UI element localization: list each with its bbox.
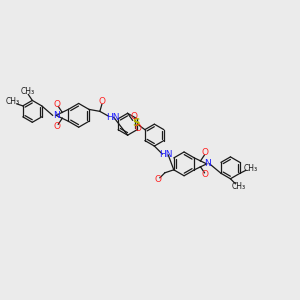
Text: O: O <box>202 170 209 179</box>
Text: N: N <box>204 159 211 168</box>
Text: O: O <box>154 175 161 184</box>
Text: O: O <box>202 148 209 158</box>
Text: CH₃: CH₃ <box>244 164 258 173</box>
Text: O: O <box>54 122 61 131</box>
Text: HN: HN <box>106 113 119 122</box>
Text: O: O <box>54 100 61 109</box>
Text: O: O <box>98 97 105 106</box>
Text: N: N <box>53 111 59 120</box>
Text: HN: HN <box>160 151 173 160</box>
Text: CH₃: CH₃ <box>20 87 34 96</box>
Text: O: O <box>134 124 141 133</box>
Text: CH₃: CH₃ <box>231 182 245 191</box>
Text: S: S <box>132 118 139 128</box>
Text: CH₃: CH₃ <box>6 98 20 106</box>
Text: O: O <box>130 112 137 121</box>
